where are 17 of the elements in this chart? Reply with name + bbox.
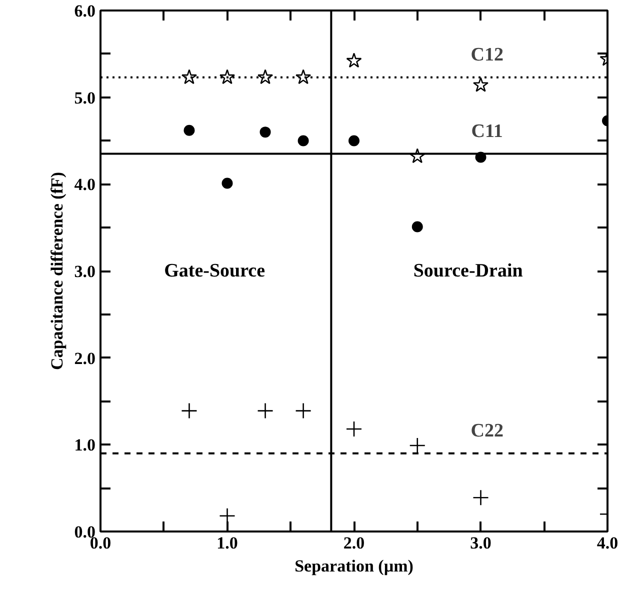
x-tick-label: 4.0: [596, 534, 618, 552]
y-tick-label: 6.0: [74, 2, 96, 20]
ref-line-label: C22: [470, 420, 504, 442]
x-axis-title: Separation (µm): [294, 556, 414, 576]
ref-line-label: C11: [471, 120, 503, 142]
y-tick-label: 1.0: [74, 436, 96, 455]
annotation: Source-Drain: [413, 260, 524, 282]
annotation: Gate-Source: [164, 260, 266, 282]
y-axis-title: Capacitance difference (fF): [47, 172, 66, 370]
x-tick-label: 3.0: [470, 534, 492, 552]
x-tick-label: 2.0: [343, 534, 365, 552]
y-tick-label: 5.0: [74, 88, 96, 108]
x-tick-label: 1.0: [216, 534, 238, 552]
y-tick-label: 4.0: [74, 175, 96, 194]
y-tick-label: 2.0: [74, 348, 96, 368]
ref-line-label: C12: [470, 44, 504, 66]
y-tick-label: 3.0: [74, 262, 96, 281]
